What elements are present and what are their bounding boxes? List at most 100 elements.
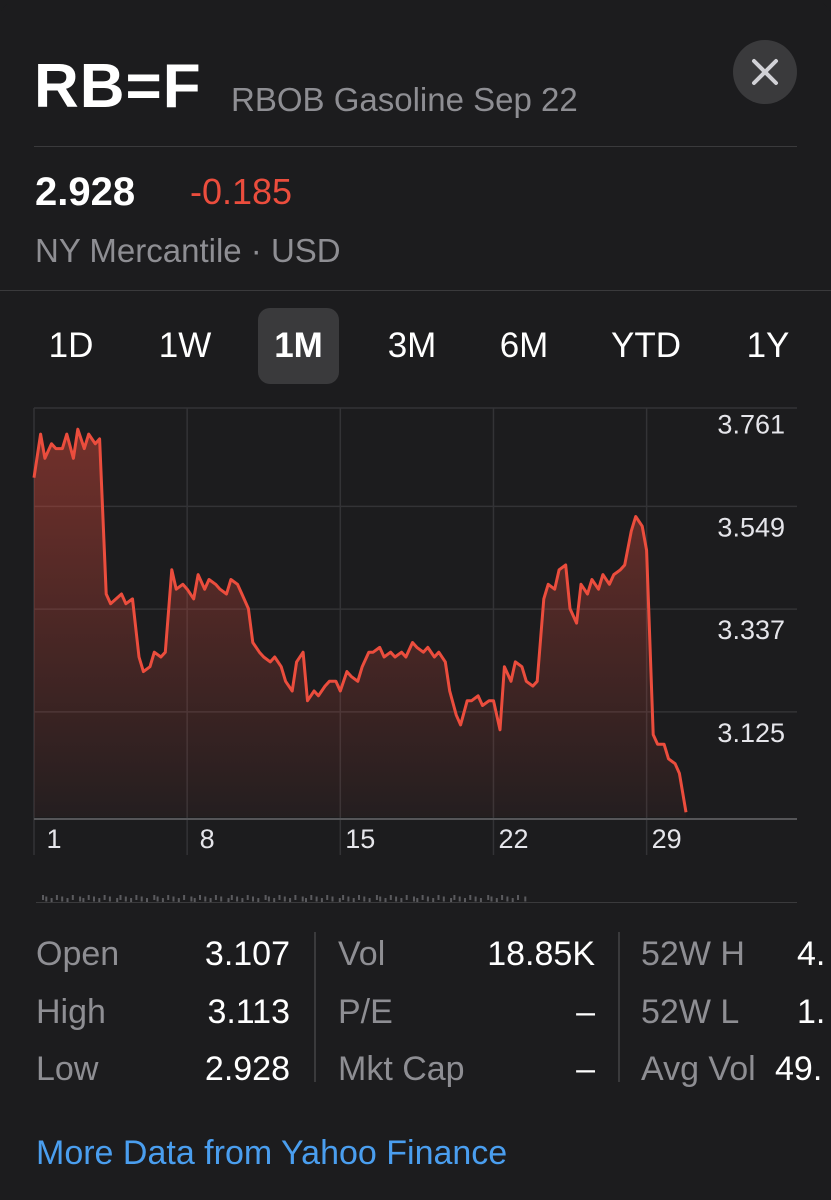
mktcap-value: – — [576, 1050, 595, 1088]
volume-dot — [82, 898, 85, 902]
tab-1y[interactable]: 1Y — [746, 326, 790, 365]
volume-dot — [347, 896, 350, 902]
volume-dot — [331, 896, 334, 902]
pe-label: P/E — [338, 993, 393, 1031]
volume-dot — [413, 896, 415, 902]
tab-3m[interactable]: 3M — [387, 326, 437, 365]
volume-dot — [464, 898, 466, 902]
stats-separator-2 — [618, 932, 620, 1082]
vol-value: 18.85K — [487, 935, 595, 973]
volume-dot — [405, 895, 408, 900]
volume-dot — [517, 895, 519, 900]
last-price: 2.928 — [35, 170, 136, 214]
price-line — [32, 427, 688, 813]
ticker-symbol: RB=F — [34, 52, 202, 121]
volume-dot — [301, 896, 304, 902]
volume-dot — [426, 896, 429, 902]
open-label: Open — [36, 935, 120, 973]
volume-dot — [479, 898, 482, 902]
volume-dot — [363, 896, 366, 902]
volume-dot — [190, 896, 193, 902]
tab-ytd[interactable]: YTD — [611, 326, 681, 365]
tab-1d[interactable]: 1D — [48, 326, 94, 365]
x-tick-label: 29 — [652, 824, 682, 854]
volume-dot — [167, 895, 170, 900]
close-button[interactable] — [733, 40, 797, 104]
volume-dot — [93, 896, 95, 902]
volume-dot — [199, 895, 201, 900]
volume-dot — [220, 896, 223, 902]
volume-dot — [119, 895, 122, 900]
volume-dot — [368, 898, 371, 902]
high-value: 3.113 — [207, 993, 290, 1031]
volume-dot — [55, 895, 58, 900]
vol-label: Vol — [338, 935, 386, 973]
volume-dot — [246, 895, 249, 900]
volume-dot — [103, 895, 106, 900]
volume-dot — [338, 898, 341, 902]
volume-dot — [352, 898, 355, 902]
stats-separator-1 — [314, 932, 316, 1082]
volume-dot — [172, 896, 175, 902]
volume-dot — [450, 898, 453, 902]
x-tick-label: 22 — [498, 824, 528, 854]
tab-1m[interactable]: 1M — [258, 308, 339, 384]
instrument-name: RBOB Gasoline Sep 22 — [231, 81, 578, 118]
volume-dot — [108, 896, 111, 902]
volume-dot — [416, 898, 419, 902]
volume-dot — [342, 895, 345, 900]
volume-dot — [501, 895, 504, 900]
header-divider — [34, 146, 797, 147]
volume-dot — [66, 898, 69, 902]
avg-vol-label: Avg Vol — [641, 1050, 756, 1088]
volume-dot — [98, 898, 101, 902]
volume-dot — [326, 895, 329, 900]
volume-dot — [87, 895, 90, 900]
volume-dot — [146, 898, 148, 902]
volume-dot — [310, 895, 313, 900]
volume-dot — [227, 898, 230, 902]
volume-dot — [135, 895, 138, 900]
volume-dot — [278, 895, 281, 900]
y-tick-label: 3.125 — [717, 718, 785, 748]
volume-dot — [236, 896, 239, 902]
more-data-link[interactable]: More Data from Yahoo Finance — [36, 1134, 508, 1172]
volume-dot — [45, 896, 48, 902]
volume-dots — [36, 892, 796, 902]
volume-dot — [130, 898, 133, 902]
volume-dot — [283, 896, 286, 902]
volume-dot — [315, 896, 318, 902]
close-icon — [752, 59, 778, 85]
volume-dot — [289, 898, 292, 902]
volume-dot — [209, 898, 212, 902]
tab-1w[interactable]: 1W — [158, 326, 212, 365]
volume-dot — [453, 895, 456, 900]
tab-6m[interactable]: 6M — [499, 326, 549, 365]
quote-divider — [0, 290, 831, 291]
volume-dot — [294, 895, 297, 900]
low-value: 2.928 — [204, 1050, 290, 1088]
volume-dot — [183, 895, 186, 900]
volume-dot — [421, 895, 424, 900]
y-tick-label: 3.337 — [717, 615, 785, 645]
volume-dot — [495, 898, 498, 902]
52w-high-value: 4. — [797, 935, 826, 973]
volume-dot — [156, 896, 159, 902]
high-label: High — [36, 993, 106, 1031]
volume-dot — [42, 895, 44, 900]
volume-dot — [140, 896, 143, 902]
mktcap-label: Mkt Cap — [338, 1050, 465, 1088]
pe-value: – — [576, 993, 595, 1031]
stats-divider — [36, 902, 797, 903]
volume-dot — [204, 896, 207, 902]
volume-dot — [79, 896, 82, 902]
volume-dot — [71, 895, 74, 900]
exchange-currency: NY Mercantile · USD — [35, 232, 341, 269]
volume-dot — [267, 896, 270, 902]
volume-dot — [161, 898, 164, 902]
volume-dot — [305, 898, 307, 902]
price-chart[interactable]: 3.761 3.549 3.337 3.125 1 8 15 22 29 — [0, 405, 831, 860]
volume-dot — [458, 896, 461, 902]
volume-dot — [389, 895, 392, 900]
